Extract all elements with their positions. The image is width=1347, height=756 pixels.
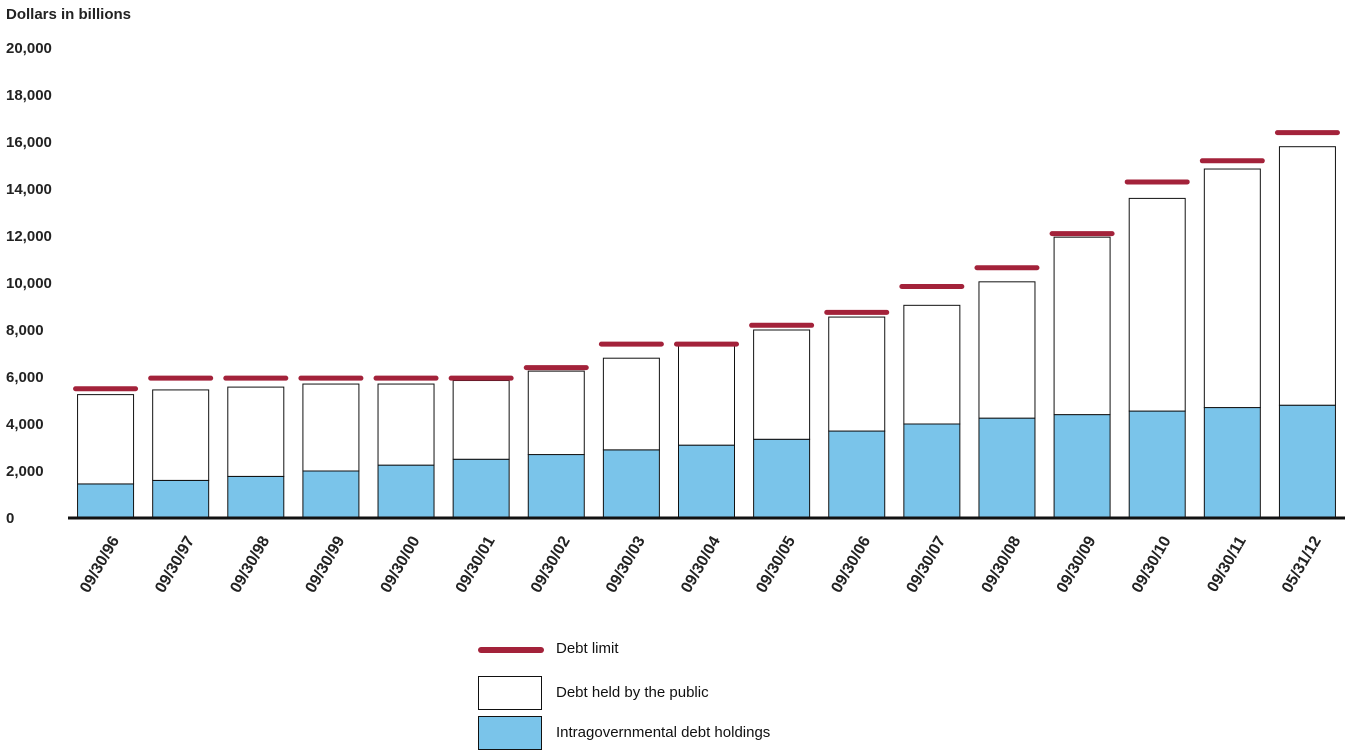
x-tick-label: 09/30/02: [528, 533, 574, 596]
bar-intragovernmental: [227, 475, 285, 519]
y-tick-label: 14,000: [6, 181, 52, 198]
bar-public-debt: [1128, 197, 1186, 412]
bar-public-debt: [602, 357, 660, 451]
bar-intragovernmental: [302, 470, 360, 519]
legend-item-debt-limit: Debt limit: [478, 636, 898, 676]
bar-intragovernmental: [152, 479, 210, 519]
x-tick-label: 09/30/08: [979, 533, 1025, 596]
bar-intragovernmental: [753, 438, 811, 519]
bar-intragovernmental: [978, 417, 1036, 519]
bar-intragovernmental: [77, 483, 135, 519]
legend-label-debt-limit: Debt limit: [556, 640, 619, 657]
bar-intragovernmental: [452, 458, 510, 519]
y-tick-label: 0: [6, 510, 14, 527]
x-tick-label: 09/30/00: [378, 533, 424, 596]
bar-intragovernmental: [377, 464, 435, 519]
bar-public-debt: [903, 304, 961, 425]
bar-public-debt: [302, 383, 360, 472]
bar-public-debt: [753, 329, 811, 440]
x-tick-label: 09/30/07: [903, 533, 949, 596]
x-tick-label: 09/30/11: [1204, 533, 1249, 595]
x-tick-label: 09/30/10: [1129, 533, 1175, 596]
debt-chart: 0 2,000 4,000 6,000 8,000 10,000 12,000 14,000 1…: [6, 40, 1345, 596]
bar-intragovernmental: [903, 423, 961, 519]
legend-item-public-debt: Debt held by the public: [478, 676, 898, 716]
legend: Debt limit Debt held by the public Intra…: [478, 636, 898, 756]
x-tick-label: 09/30/96: [77, 533, 123, 596]
x-tick-label: 09/30/09: [1054, 533, 1100, 596]
bar-public-debt: [1053, 236, 1111, 416]
bar-intragovernmental: [527, 454, 585, 519]
x-tick-label: 09/30/01: [453, 533, 499, 596]
legend-swatch-debt-limit: [478, 647, 544, 653]
bar-public-debt: [828, 316, 886, 432]
y-tick-label: 16,000: [6, 134, 52, 151]
bar-public-debt: [452, 380, 510, 460]
bar-intragovernmental: [1128, 410, 1186, 519]
x-tick-label: 09/30/05: [753, 533, 799, 596]
y-tick-label: 12,000: [6, 228, 52, 245]
legend-item-intragovernmental: Intragovernmental debt holdings: [478, 716, 898, 756]
bar-public-debt: [1203, 168, 1261, 409]
x-tick-label: 09/30/97: [152, 533, 198, 596]
bar-intragovernmental: [602, 449, 660, 519]
bar-public-debt: [978, 281, 1036, 419]
y-axis-title: Dollars in billions: [6, 6, 132, 23]
bar-intragovernmental: [1278, 404, 1336, 519]
bar-intragovernmental: [828, 430, 886, 519]
bar-intragovernmental: [1203, 407, 1261, 519]
bar-public-debt: [527, 370, 585, 456]
y-tick-label: 18,000: [6, 87, 52, 104]
x-tick-label: 09/30/98: [227, 533, 273, 596]
legend-label-intragovernmental: Intragovernmental debt holdings: [556, 724, 771, 741]
bar-public-debt: [77, 394, 135, 485]
y-tick-label: 20,000: [6, 40, 52, 57]
bar-public-debt: [377, 383, 435, 466]
x-tick-label: 09/30/99: [303, 533, 349, 596]
y-tick-label: 8,000: [6, 322, 44, 339]
y-tick-label: 2,000: [6, 463, 44, 480]
y-tick-label: 4,000: [6, 416, 44, 433]
bar-intragovernmental: [1053, 414, 1111, 519]
bar-public-debt: [227, 386, 285, 477]
bar-public-debt: [1278, 146, 1336, 406]
x-tick-label: 09/30/06: [828, 533, 874, 596]
bar-public-debt: [152, 389, 210, 481]
y-tick-label: 6,000: [6, 369, 44, 386]
x-tick-label: 09/30/04: [678, 533, 724, 596]
legend-label-public-debt: Debt held by the public: [556, 684, 709, 701]
x-tick-label: 09/30/03: [603, 533, 649, 596]
x-tick-label: 05/31/12: [1279, 533, 1325, 596]
bar-public-debt: [678, 343, 735, 446]
legend-swatch-intragovernmental: [478, 716, 542, 750]
y-tick-label: 10,000: [6, 275, 52, 292]
bar-intragovernmental: [678, 444, 735, 519]
legend-swatch-public-debt: [478, 676, 542, 710]
